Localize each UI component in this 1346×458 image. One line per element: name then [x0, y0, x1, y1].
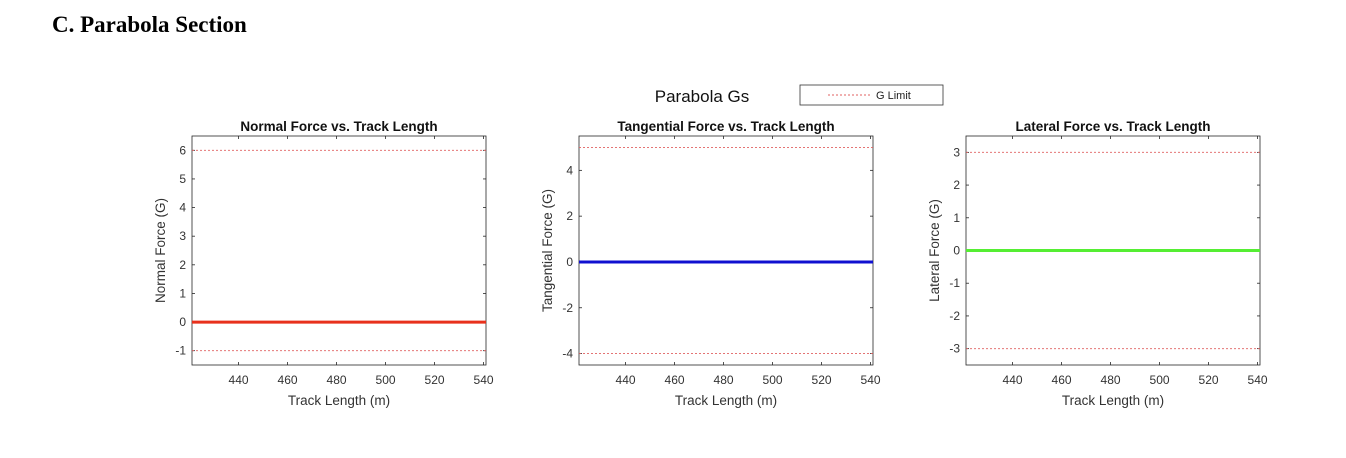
lateral-chart-title: Lateral Force vs. Track Length — [1015, 119, 1210, 134]
figure-suptitle: Parabola Gs — [655, 87, 750, 106]
section-heading: C. Parabola Section — [52, 12, 247, 37]
normal-y-tick-label: 6 — [179, 143, 186, 157]
tangential-y-tick-label: 4 — [566, 163, 573, 177]
tangential-x-tick-label: 540 — [861, 373, 881, 387]
normal-y-tick-label: 0 — [179, 315, 186, 329]
tangential-y-tick-label: 2 — [566, 209, 573, 223]
normal-x-tick-label: 540 — [474, 373, 494, 387]
lateral-y-tick-label: 0 — [953, 244, 960, 258]
tangential-y-axis-label: Tangential Force (G) — [540, 189, 555, 312]
lateral-x-tick-label: 540 — [1248, 373, 1268, 387]
normal-x-tick-label: 520 — [425, 373, 445, 387]
normal-y-axis-label: Normal Force (G) — [153, 198, 168, 303]
normal-y-tick-label: 4 — [179, 201, 186, 215]
lateral-x-tick-label: 480 — [1101, 373, 1121, 387]
normal-y-tick-label: 3 — [179, 229, 186, 243]
lateral-x-tick-label: 440 — [1003, 373, 1023, 387]
lateral-x-axis-label: Track Length (m) — [1062, 393, 1164, 408]
tangential-plot-area — [578, 135, 874, 366]
tangential-y-tick-label: -2 — [562, 301, 573, 315]
tangential-chart-title: Tangential Force vs. Track Length — [617, 119, 834, 134]
lateral-y-tick-label: -2 — [949, 309, 960, 323]
tangential-x-tick-label: 440 — [616, 373, 636, 387]
lateral-y-axis-label: Lateral Force (G) — [927, 199, 942, 302]
tangential-x-tick-label: 520 — [812, 373, 832, 387]
tangential-force-panel: Tangential Force vs. Track Length 440 460 4… — [540, 119, 881, 408]
normal-y-tick-label: 5 — [179, 172, 186, 186]
lateral-y-tick-label: 2 — [953, 178, 960, 192]
normal-x-axis-label: Track Length (m) — [288, 393, 390, 408]
tangential-x-tick-label: 500 — [763, 373, 783, 387]
legend: G Limit — [799, 84, 944, 106]
tangential-x-axis-label: Track Length (m) — [675, 393, 777, 408]
tangential-y-tick-label: 0 — [566, 255, 573, 269]
normal-y-tick-label: -1 — [175, 344, 186, 358]
lateral-x-tick-label: 520 — [1199, 373, 1219, 387]
normal-y-tick-label: 1 — [179, 286, 186, 300]
lateral-y-tick-label: 1 — [953, 211, 960, 225]
normal-x-tick-label: 460 — [278, 373, 298, 387]
lateral-x-tick-label: 460 — [1052, 373, 1072, 387]
lateral-force-panel: Lateral Force vs. Track Length 440 460 480 5… — [927, 119, 1268, 408]
lateral-y-tick-label: -3 — [949, 342, 960, 356]
lateral-y-tick-label: 3 — [953, 145, 960, 159]
tangential-y-tick-label: -4 — [562, 347, 573, 361]
normal-y-tick-label: 2 — [179, 258, 186, 272]
legend-label-g-limit: G Limit — [876, 90, 911, 102]
tangential-x-tick-label: 480 — [714, 373, 734, 387]
legend-box — [799, 84, 944, 106]
normal-x-tick-label: 500 — [376, 373, 396, 387]
lateral-y-tick-label: -1 — [949, 276, 960, 290]
normal-plot-area — [191, 135, 487, 366]
normal-x-tick-label: 480 — [327, 373, 347, 387]
normal-x-tick-label: 440 — [229, 373, 249, 387]
normal-chart-title: Normal Force vs. Track Length — [240, 119, 437, 134]
lateral-x-tick-label: 500 — [1150, 373, 1170, 387]
tangential-x-tick-label: 460 — [665, 373, 685, 387]
